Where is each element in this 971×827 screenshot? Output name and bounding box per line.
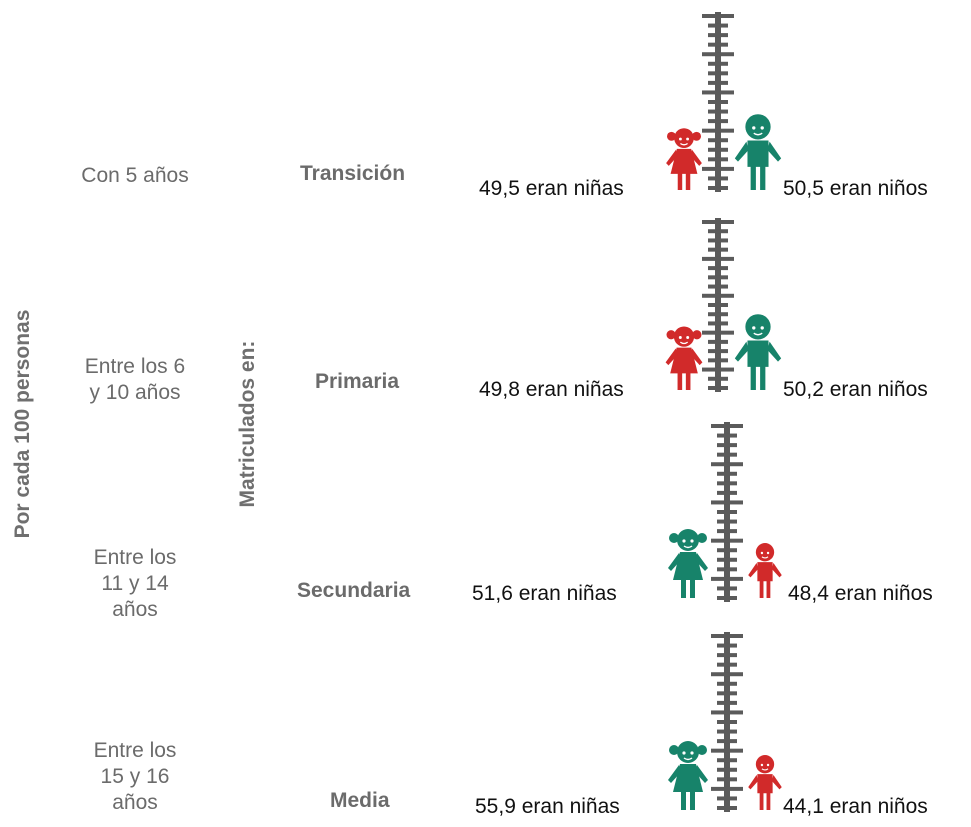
boys-value: 50,5	[783, 177, 824, 200]
ruler-media	[711, 632, 743, 812]
boys-value: 50,2	[783, 378, 824, 401]
boy-figure-transicion	[734, 114, 782, 190]
age-line: Entre los	[93, 546, 177, 569]
age-line: Con 5 años	[81, 164, 189, 187]
boy-figure-media	[748, 755, 782, 810]
level-label-transicion: Transición	[300, 162, 406, 185]
girls-stat-secundaria: 51,6 eran niñas	[472, 582, 617, 606]
girls-suffix: eran niñas	[525, 177, 624, 200]
age-label-transicion: Con 5 años	[55, 163, 215, 189]
girls-stat-primaria: 49,8 eran niñas	[479, 378, 624, 402]
boys-stat-secundaria: 48,4 eran niños	[788, 582, 933, 606]
boys-stat-transicion: 50,5 eran niños	[783, 177, 928, 201]
girls-stat-transicion: 49,5 eran niñas	[479, 177, 624, 201]
boys-value: 48,4	[788, 582, 829, 605]
age-label-secundaria: Entre los 11 y 14 años	[55, 545, 215, 623]
girls-value: 49,5	[479, 177, 520, 200]
boys-suffix: eran niños	[829, 378, 928, 401]
boys-suffix: eran niños	[829, 795, 928, 818]
girls-value: 51,6	[472, 582, 513, 605]
ruler-primaria	[702, 218, 734, 392]
girls-value: 49,8	[479, 378, 520, 401]
girl-figure-transicion	[666, 128, 702, 190]
boy-figure-secundaria	[748, 543, 782, 598]
age-line: Entre los 6	[84, 355, 186, 378]
boys-suffix: eran niños	[834, 582, 933, 605]
age-line: y 10 años	[89, 381, 181, 404]
girl-figure-media	[668, 741, 708, 810]
girls-suffix: eran niñas	[525, 378, 624, 401]
ruler-transicion	[702, 12, 734, 192]
girls-stat-media: 55,9 eran niñas	[475, 795, 620, 819]
age-line: años	[112, 598, 158, 621]
girl-figure-primaria	[665, 326, 703, 390]
boys-stat-primaria: 50,2 eran niños	[783, 378, 928, 402]
level-label-media: Media	[330, 789, 390, 812]
girls-suffix: eran niñas	[521, 795, 620, 818]
age-line: años	[112, 791, 158, 814]
age-line: 11 y 14	[101, 572, 169, 595]
boys-stat-media: 44,1 eran niños	[783, 795, 928, 819]
age-line: Entre los	[93, 739, 177, 762]
boys-value: 44,1	[783, 795, 824, 818]
boy-figure-primaria	[734, 314, 782, 390]
age-line: 15 y 16	[100, 765, 170, 788]
level-label-primaria: Primaria	[315, 370, 400, 393]
ruler-secundaria	[711, 422, 743, 602]
age-label-media: Entre los 15 y 16 años	[55, 738, 215, 816]
level-label-secundaria: Secundaria	[297, 579, 411, 602]
girls-value: 55,9	[475, 795, 516, 818]
age-label-primaria: Entre los 6 y 10 años	[55, 354, 215, 406]
girl-figure-secundaria	[668, 529, 708, 598]
boys-suffix: eran niños	[829, 177, 928, 200]
girls-suffix: eran niñas	[518, 582, 617, 605]
